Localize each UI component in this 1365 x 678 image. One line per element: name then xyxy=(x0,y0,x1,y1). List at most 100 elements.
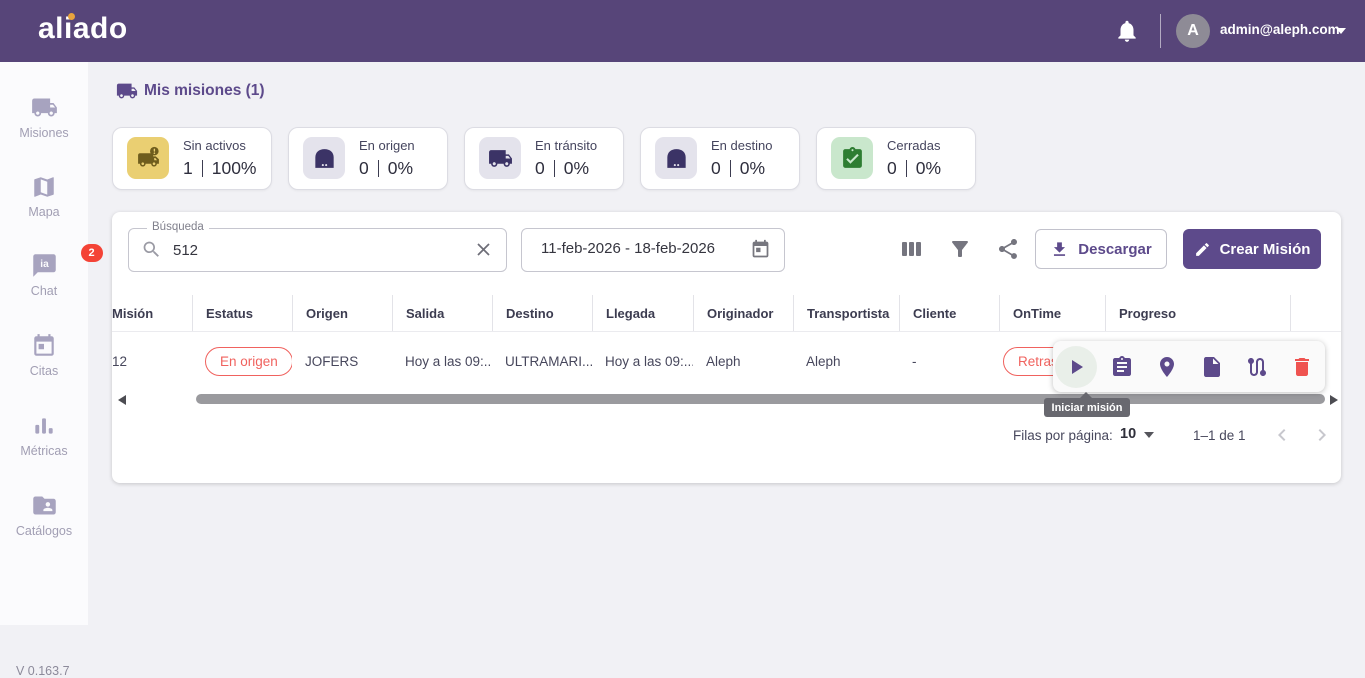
sidebar-item-metricas[interactable]: Métricas xyxy=(0,413,88,469)
column-header-destino: Destino xyxy=(492,295,592,331)
date-range-picker[interactable]: 11-feb-2026 - 18-feb-2026 xyxy=(521,228,785,272)
clipboard-icon[interactable] xyxy=(1101,346,1142,387)
row-actions-panel xyxy=(1053,341,1325,392)
status-badge: En origen xyxy=(205,347,292,376)
status-card-label: En origen xyxy=(359,138,415,153)
horizontal-scrollbar xyxy=(112,392,1341,406)
user-email[interactable]: admin@aleph.com xyxy=(1220,22,1340,37)
share-icon[interactable] xyxy=(996,237,1020,261)
value-divider xyxy=(553,160,555,177)
search-field: Búsqueda xyxy=(128,221,507,272)
status-card-count: 0 xyxy=(359,158,369,178)
pagination-range: 1–1 de 1 xyxy=(1193,428,1246,443)
download-label: Descargar xyxy=(1078,240,1152,258)
play-icon[interactable] xyxy=(1055,345,1098,388)
notifications-bell-icon[interactable] xyxy=(1114,18,1140,44)
rows-per-page-caret-icon[interactable] xyxy=(1144,432,1154,438)
calendar-icon xyxy=(31,333,57,359)
app-logo[interactable]: aliado xyxy=(38,12,128,45)
column-header-progreso: Progreso xyxy=(1105,295,1290,331)
search-input[interactable] xyxy=(171,230,465,270)
filter-icon[interactable] xyxy=(948,237,972,261)
chevron-right-icon[interactable] xyxy=(1310,423,1334,447)
cell-transportista: Aleph xyxy=(806,354,841,369)
cell-destino: ULTRAMARI... xyxy=(505,354,592,369)
value-divider xyxy=(377,160,379,177)
warehouse-icon xyxy=(655,137,697,179)
bar-chart-icon xyxy=(31,413,57,439)
download-button[interactable]: Descargar xyxy=(1035,229,1167,269)
clear-search-icon[interactable] xyxy=(473,239,494,260)
sidebar-item-chat[interactable]: ia 2 Chat xyxy=(0,244,103,308)
truck-icon xyxy=(479,137,521,179)
clipboard-check-icon xyxy=(831,137,873,179)
sidebar-item-catalogos[interactable]: Catálogos xyxy=(0,492,88,548)
search-icon xyxy=(141,239,162,260)
status-card-en-destino[interactable]: En destino 0 0% xyxy=(640,127,800,190)
status-card-label: Cerradas xyxy=(887,138,941,153)
cell-cliente: - xyxy=(912,354,917,369)
column-header-llegada: Llegada xyxy=(592,295,693,331)
sidebar-item-misiones[interactable]: Misiones xyxy=(0,94,88,150)
column-header-origen: Origen xyxy=(292,295,392,331)
scroll-left-arrow[interactable] xyxy=(118,395,126,405)
status-card-percent: 0% xyxy=(915,158,942,178)
sidebar-item-label: Citas xyxy=(29,364,59,378)
rows-per-page-select[interactable]: 10 xyxy=(1120,426,1137,442)
create-mission-button[interactable]: Crear Misión xyxy=(1183,229,1321,269)
table-header: Misión Estatus Origen Salida Destino Lle… xyxy=(112,295,1341,332)
pencil-icon xyxy=(1194,241,1211,258)
column-header-estatus: Estatus xyxy=(192,295,292,331)
column-header-ontime: OnTime xyxy=(999,295,1105,331)
column-header-mision: Misión xyxy=(112,305,154,321)
chevron-left-icon[interactable] xyxy=(1270,423,1294,447)
cell-originador: Aleph xyxy=(706,354,741,369)
truck-alert-icon xyxy=(127,137,169,179)
status-card-count: 1 xyxy=(183,158,193,178)
status-card-count: 0 xyxy=(711,158,721,178)
status-card-en-origen[interactable]: En origen 0 0% xyxy=(288,127,448,190)
svg-text:ia: ia xyxy=(40,259,49,270)
calendar-icon[interactable] xyxy=(750,239,771,260)
document-icon[interactable] xyxy=(1192,346,1233,387)
logo-dot xyxy=(68,13,75,20)
column-header-transportista: Transportista xyxy=(793,295,899,331)
top-header: aliado A admin@aleph.com xyxy=(0,0,1365,62)
avatar[interactable]: A xyxy=(1176,14,1210,48)
status-card-percent: 0% xyxy=(387,158,414,178)
missions-truck-icon xyxy=(116,80,138,102)
status-card-en-transito[interactable]: En tránsito 0 0% xyxy=(464,127,624,190)
location-pin-icon[interactable] xyxy=(1146,346,1187,387)
header-divider xyxy=(1160,14,1161,48)
trash-icon[interactable] xyxy=(1282,346,1323,387)
chat-badge: 2 xyxy=(80,244,103,262)
scrollbar-thumb[interactable] xyxy=(196,394,1325,404)
columns-icon[interactable] xyxy=(900,237,924,261)
route-icon[interactable] xyxy=(1237,346,1278,387)
app-version: V 0.163.7 xyxy=(16,664,70,678)
status-card-percent: 0% xyxy=(563,158,590,178)
missions-card: Búsqueda 11-feb-2026 - 18-feb-2026 xyxy=(112,212,1341,483)
download-icon xyxy=(1050,240,1069,259)
table-row[interactable]: 12 En origen JOFERS Hoy a las 09:... ULT… xyxy=(112,331,1341,392)
column-header-actions xyxy=(1290,295,1341,331)
status-card-percent: 100% xyxy=(211,158,257,178)
status-card-sin-activos[interactable]: Sin activos 1 100% xyxy=(112,127,272,190)
sidebar: Misiones Mapa ia 2 Chat Citas Métricas C… xyxy=(0,62,103,678)
warehouse-icon xyxy=(303,137,345,179)
sidebar-item-citas[interactable]: Citas xyxy=(0,333,88,389)
status-card-label: Sin activos xyxy=(183,138,246,153)
status-card-percent: 0% xyxy=(739,158,766,178)
column-header-salida: Salida xyxy=(392,295,492,331)
scroll-right-arrow[interactable] xyxy=(1330,395,1338,405)
sidebar-item-mapa[interactable]: Mapa xyxy=(0,174,88,230)
status-card-label: En destino xyxy=(711,138,773,153)
status-card-label: En tránsito xyxy=(535,138,598,153)
cell-salida: Hoy a las 09:... xyxy=(405,354,492,369)
status-card-cerradas[interactable]: Cerradas 0 0% xyxy=(816,127,976,190)
date-range-value: 11-feb-2026 - 18-feb-2026 xyxy=(541,240,716,257)
user-menu-caret-icon[interactable] xyxy=(1336,28,1346,34)
cell-llegada: Hoy a las 09:... xyxy=(605,354,693,369)
sidebar-item-label: Catálogos xyxy=(15,524,73,538)
